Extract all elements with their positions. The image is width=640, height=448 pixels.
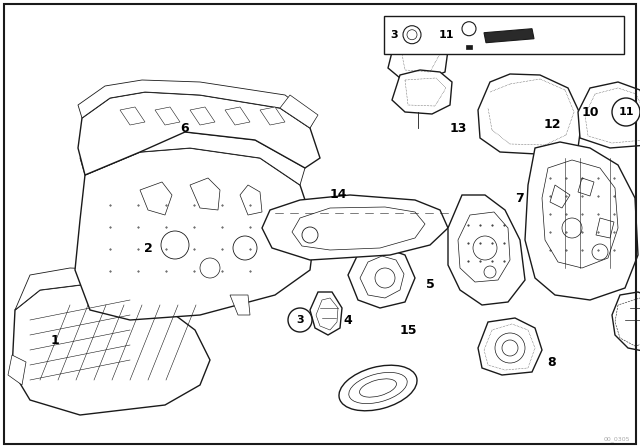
Circle shape [375, 268, 395, 288]
Text: 3: 3 [296, 315, 304, 325]
Polygon shape [190, 178, 220, 210]
Polygon shape [484, 29, 534, 43]
Text: 4: 4 [344, 314, 353, 327]
Polygon shape [190, 107, 215, 125]
Circle shape [403, 26, 421, 44]
Ellipse shape [360, 379, 396, 397]
Text: 6: 6 [180, 121, 189, 134]
Polygon shape [230, 295, 250, 315]
Polygon shape [458, 212, 510, 282]
Polygon shape [225, 107, 250, 125]
Polygon shape [478, 74, 582, 155]
Text: 11: 11 [618, 107, 634, 117]
Circle shape [495, 333, 525, 363]
Text: 13: 13 [449, 121, 467, 134]
Polygon shape [140, 182, 172, 215]
Text: 2: 2 [143, 241, 152, 254]
Polygon shape [310, 292, 342, 335]
Text: 5: 5 [426, 279, 435, 292]
Polygon shape [578, 178, 594, 196]
Circle shape [288, 308, 312, 332]
Bar [466, 45, 472, 49]
Circle shape [562, 218, 582, 238]
Circle shape [302, 227, 318, 243]
Polygon shape [612, 292, 640, 352]
Circle shape [612, 98, 640, 126]
Polygon shape [448, 195, 525, 305]
Polygon shape [360, 256, 404, 298]
Polygon shape [8, 355, 26, 385]
Circle shape [502, 340, 518, 356]
Polygon shape [155, 107, 180, 125]
Polygon shape [478, 318, 542, 375]
Text: 1: 1 [51, 333, 60, 346]
Text: 10: 10 [581, 105, 599, 119]
Text: 00_0305: 00_0305 [604, 436, 630, 442]
Text: 12: 12 [543, 119, 561, 132]
Circle shape [462, 22, 476, 36]
Circle shape [473, 236, 497, 260]
Polygon shape [75, 148, 315, 320]
Polygon shape [316, 298, 338, 330]
Circle shape [592, 244, 608, 260]
Polygon shape [12, 285, 210, 415]
Circle shape [484, 266, 496, 278]
Text: 11: 11 [438, 30, 454, 40]
Text: 14: 14 [329, 189, 347, 202]
Polygon shape [15, 268, 160, 310]
Polygon shape [78, 80, 315, 128]
Text: 15: 15 [399, 323, 417, 336]
Polygon shape [392, 70, 452, 114]
Circle shape [407, 30, 417, 40]
Bar [384, 16, 624, 54]
Polygon shape [262, 195, 448, 260]
Circle shape [161, 231, 189, 259]
Polygon shape [280, 95, 318, 128]
Ellipse shape [339, 365, 417, 411]
Polygon shape [550, 185, 570, 208]
Circle shape [233, 236, 257, 260]
Text: 3: 3 [390, 30, 398, 40]
Text: 8: 8 [548, 356, 556, 369]
Polygon shape [525, 142, 638, 300]
Polygon shape [260, 107, 285, 125]
Polygon shape [80, 132, 305, 185]
Circle shape [200, 258, 220, 278]
Polygon shape [596, 218, 614, 238]
Polygon shape [120, 107, 145, 125]
Polygon shape [240, 185, 262, 215]
Polygon shape [78, 92, 320, 175]
Polygon shape [388, 36, 448, 80]
Polygon shape [578, 82, 640, 148]
Text: 7: 7 [516, 191, 524, 204]
Polygon shape [348, 248, 415, 308]
Ellipse shape [349, 372, 407, 404]
Polygon shape [292, 207, 425, 250]
Polygon shape [542, 160, 618, 268]
